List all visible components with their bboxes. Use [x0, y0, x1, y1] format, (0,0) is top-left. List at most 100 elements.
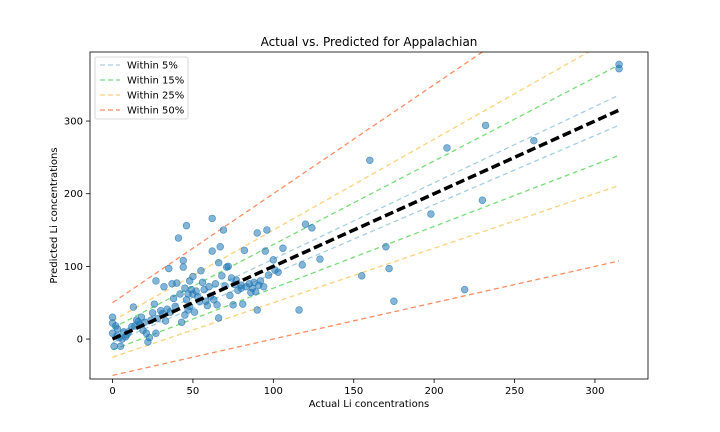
- data-point: [264, 271, 273, 279]
- data-point: [161, 317, 170, 325]
- data-point: [224, 262, 232, 271]
- data-point: [182, 221, 191, 230]
- data-point: [152, 329, 160, 337]
- band-within-50--lower: [112, 260, 620, 377]
- data-point: [165, 264, 173, 273]
- data-point: [179, 263, 187, 271]
- data-point: [295, 306, 303, 314]
- band-within-25--upper: [112, 52, 590, 322]
- data-point: [253, 306, 261, 314]
- data-point: [308, 224, 316, 232]
- y-axis-label: Predicted Li concentrations: [49, 147, 60, 283]
- legend-label: Within 15%: [127, 76, 184, 87]
- data-point: [179, 256, 187, 265]
- data-point: [358, 272, 366, 280]
- legend-label: Within 25%: [127, 91, 184, 102]
- x-tick-label: 0: [109, 386, 115, 397]
- data-point: [110, 342, 118, 350]
- data-point: [189, 272, 197, 281]
- data-point: [390, 297, 398, 305]
- data-point: [226, 291, 234, 300]
- data-point: [218, 272, 226, 280]
- data-point: [160, 283, 168, 291]
- data-point: [530, 136, 538, 145]
- y-axis: 0 100 200 300: [64, 117, 90, 346]
- scatter-points: [108, 60, 623, 350]
- data-point: [229, 301, 237, 309]
- data-point: [211, 280, 220, 288]
- data-point: [176, 290, 184, 298]
- accuracy-bands: [112, 52, 620, 377]
- identity-line-layer: [111, 108, 620, 341]
- data-point: [113, 325, 122, 333]
- data-point: [253, 229, 261, 237]
- data-point: [190, 308, 199, 316]
- plot-area-frame: [89, 51, 649, 380]
- data-point: [208, 214, 216, 223]
- data-point: [274, 268, 282, 276]
- y-tick-label: 300: [64, 117, 83, 128]
- data-point: [256, 277, 265, 285]
- data-point: [316, 255, 324, 263]
- data-point: [150, 300, 159, 308]
- x-tick-label: 200: [425, 386, 444, 397]
- data-point: [279, 244, 287, 252]
- data-point: [214, 314, 223, 322]
- band-within-15--upper: [112, 64, 620, 329]
- x-axis-label: Actual Li concentrations: [309, 399, 430, 410]
- data-point: [382, 243, 390, 251]
- data-point: [208, 247, 216, 255]
- data-point: [205, 283, 213, 291]
- data-point: [240, 246, 249, 255]
- band-within-15--lower: [112, 154, 620, 351]
- data-point: [259, 283, 268, 291]
- y-tick-label: 100: [64, 262, 83, 273]
- x-tick-label: 250: [505, 386, 524, 397]
- data-point: [203, 301, 212, 310]
- data-point: [116, 342, 125, 350]
- identity-line: [111, 108, 620, 341]
- legend-label: Within 50%: [127, 106, 184, 117]
- y-tick-label: 200: [64, 189, 83, 200]
- x-tick-label: 50: [187, 386, 200, 397]
- data-point: [216, 243, 224, 251]
- data-point: [251, 288, 260, 296]
- data-point: [301, 220, 310, 228]
- band-within-25--lower: [112, 184, 620, 358]
- x-tick-label: 150: [344, 386, 363, 397]
- y-tick-label: 0: [77, 335, 83, 346]
- data-point: [174, 234, 183, 242]
- x-tick-label: 300: [585, 386, 604, 397]
- data-point: [443, 144, 451, 152]
- chart-title: Actual vs. Predicted for Appalachian: [261, 35, 478, 49]
- data-point: [173, 279, 181, 287]
- x-axis: 0 50 100 150 200 250 300: [109, 379, 604, 397]
- data-point: [263, 226, 271, 234]
- legend: Within 5% Within 15% Within 25% Within 50%: [94, 56, 189, 120]
- data-point: [129, 303, 138, 311]
- legend-box: [94, 56, 189, 120]
- data-point: [269, 256, 278, 264]
- data-point: [145, 333, 154, 342]
- legend-label: Within 5%: [127, 61, 178, 72]
- data-point: [366, 156, 374, 164]
- data-point: [427, 210, 435, 218]
- data-point: [169, 294, 178, 303]
- data-point: [261, 247, 269, 255]
- data-point: [149, 309, 157, 317]
- data-point: [214, 259, 223, 267]
- data-point: [239, 300, 247, 308]
- data-point: [177, 318, 186, 327]
- data-point: [213, 301, 221, 309]
- data-point: [298, 261, 306, 269]
- data-point: [615, 65, 623, 73]
- band-within-5--lower: [112, 124, 620, 344]
- data-point: [481, 121, 490, 130]
- data-point: [478, 196, 487, 204]
- data-point: [219, 226, 228, 234]
- data-point: [460, 285, 469, 294]
- data-point: [385, 264, 393, 273]
- data-point: [152, 277, 160, 285]
- x-tick-label: 100: [264, 386, 283, 397]
